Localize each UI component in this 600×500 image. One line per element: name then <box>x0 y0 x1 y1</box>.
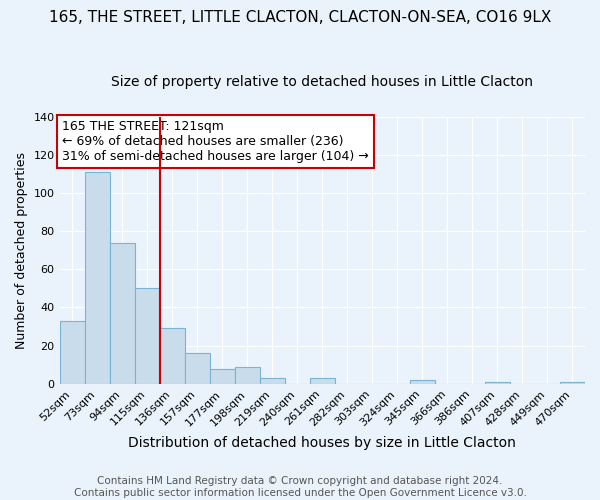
Bar <box>59 321 85 384</box>
Bar <box>485 382 510 384</box>
Text: 165, THE STREET, LITTLE CLACTON, CLACTON-ON-SEA, CO16 9LX: 165, THE STREET, LITTLE CLACTON, CLACTON… <box>49 10 551 25</box>
Bar <box>160 328 185 384</box>
Text: 165 THE STREET: 121sqm
← 69% of detached houses are smaller (236)
31% of semi-de: 165 THE STREET: 121sqm ← 69% of detached… <box>62 120 369 164</box>
Bar <box>310 378 335 384</box>
Text: Contains HM Land Registry data © Crown copyright and database right 2024.
Contai: Contains HM Land Registry data © Crown c… <box>74 476 526 498</box>
Bar <box>410 380 435 384</box>
Bar <box>560 382 585 384</box>
Bar <box>209 368 235 384</box>
Bar <box>235 366 260 384</box>
Bar <box>110 242 134 384</box>
Bar <box>185 354 209 384</box>
Bar <box>260 378 285 384</box>
Bar <box>85 172 110 384</box>
Title: Size of property relative to detached houses in Little Clacton: Size of property relative to detached ho… <box>111 75 533 89</box>
Bar <box>134 288 160 384</box>
X-axis label: Distribution of detached houses by size in Little Clacton: Distribution of detached houses by size … <box>128 436 516 450</box>
Y-axis label: Number of detached properties: Number of detached properties <box>15 152 28 348</box>
